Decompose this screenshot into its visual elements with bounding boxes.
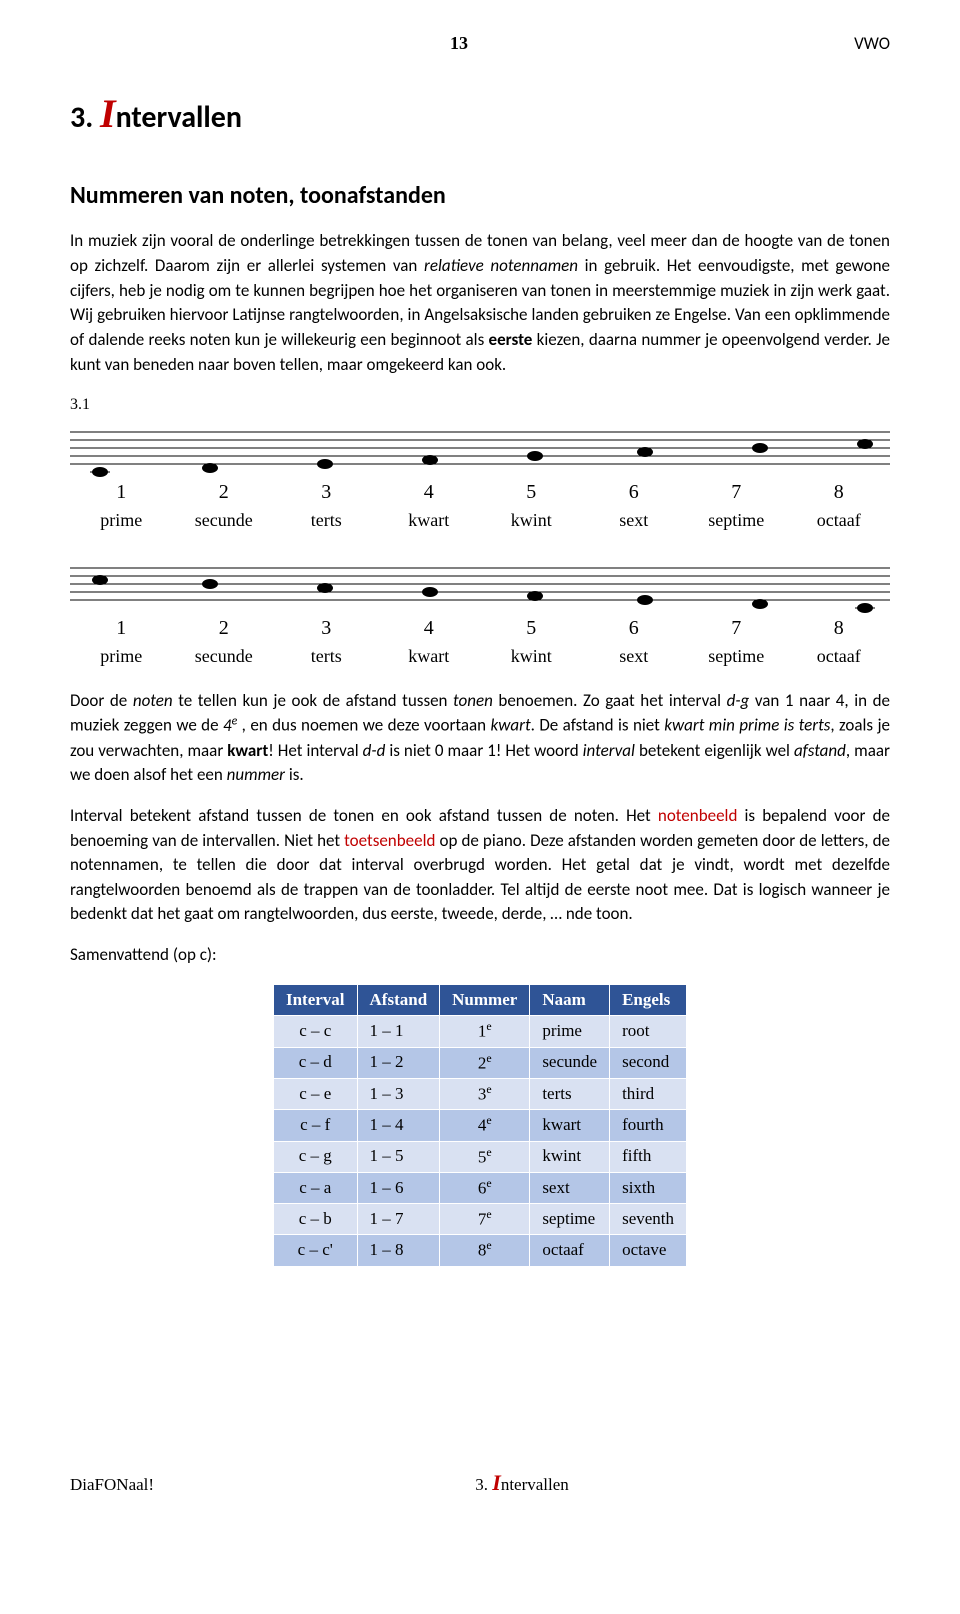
staff-ascending-labels: 1prime 2secunde 3terts 4kwart 5kwint 6se… — [70, 478, 890, 533]
figure-label: 3.1 — [70, 393, 890, 416]
chapter-initial-icon: I — [100, 91, 116, 136]
footer-initial-icon: I — [492, 1470, 501, 1495]
paragraph-4: Samenvattend (op c): — [70, 943, 890, 968]
table-row: c – f1 – 44ekwartfourth — [273, 1110, 686, 1141]
table-row: c – b1 – 77eseptimeseventh — [273, 1204, 686, 1235]
footer-left: DiaFONaal! — [70, 1473, 154, 1498]
paragraph-3: Interval betekent afstand tussen de tone… — [70, 804, 890, 927]
th-interval: Interval — [273, 984, 357, 1016]
staff-ascending: 1prime 2secunde 3terts 4kwart 5kwint 6se… — [70, 418, 890, 533]
paragraph-1: In muziek zijn vooral de onderlinge betr… — [70, 229, 890, 377]
table-row: c – a1 – 66esextsixth — [273, 1172, 686, 1203]
staff-ascending-svg — [70, 418, 890, 478]
chapter-num: 3. — [70, 99, 100, 136]
intervals-table: Interval Afstand Nummer Naam Engels c – … — [273, 984, 687, 1267]
paragraph-2: Door de noten te tellen kun je ook de af… — [70, 689, 890, 788]
page-footer: DiaFONaal! 3. Intervallen — [70, 1467, 890, 1499]
table-row: c – d1 – 22esecundesecond — [273, 1047, 686, 1078]
th-nummer: Nummer — [440, 984, 530, 1016]
page-number: 13 — [450, 30, 468, 56]
chapter-rest: ntervallen — [116, 99, 242, 136]
header-right-post: O — [879, 33, 890, 54]
staff-descending: 1prime 2secunde 3terts 4kwart 5kwint 6se… — [70, 554, 890, 669]
header-right-pre: V — [854, 33, 864, 54]
table-row: c – c'1 – 88eoctaafoctave — [273, 1235, 686, 1266]
page-header: 13 VWO — [70, 30, 890, 57]
table-header-row: Interval Afstand Nummer Naam Engels — [273, 984, 686, 1016]
th-afstand: Afstand — [357, 984, 440, 1016]
staff-descending-svg — [70, 554, 890, 614]
table-row: c – c1 – 11eprimeroot — [273, 1016, 686, 1047]
chapter-title: 3. Intervallen — [70, 85, 890, 143]
header-right: VWO — [854, 32, 890, 57]
staff-descending-labels: 1prime 2secunde 3terts 4kwart 5kwint 6se… — [70, 614, 890, 669]
header-right-red: W — [864, 33, 879, 54]
table-row: c – g1 – 55ekwintfifth — [273, 1141, 686, 1172]
footer-center: 3. Intervallen — [475, 1467, 569, 1499]
th-naam: Naam — [530, 984, 610, 1016]
section-heading: Nummeren van noten, toonafstanden — [70, 179, 890, 214]
table-row: c – e1 – 33etertsthird — [273, 1078, 686, 1109]
th-engels: Engels — [610, 984, 687, 1016]
